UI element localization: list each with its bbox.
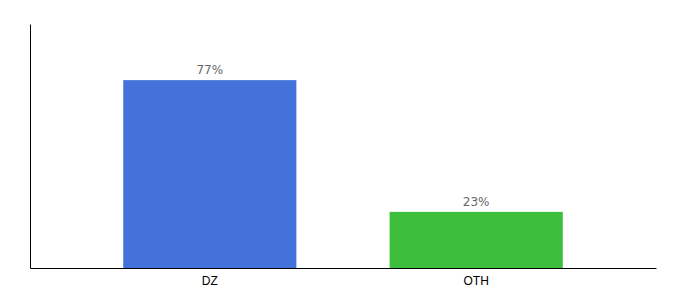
bar <box>123 80 296 268</box>
y-axis-line <box>30 25 31 269</box>
chart-svg: 77% 23% DZ OTH <box>0 0 680 300</box>
x-tick: OTH <box>464 274 489 288</box>
x-axis: DZ OTH <box>31 269 657 288</box>
chart-container: 77% 23% DZ OTH <box>0 0 680 300</box>
x-tick-label: OTH <box>464 274 489 288</box>
data-labels: 77% 23% <box>196 63 489 209</box>
x-axis-line <box>31 268 657 269</box>
bar <box>390 212 563 268</box>
data-label: 23% <box>463 195 490 209</box>
plot-area: 77% 23% DZ OTH <box>31 25 657 288</box>
x-tick: DZ <box>202 274 218 288</box>
data-label: 77% <box>196 63 223 77</box>
y-axis <box>30 25 31 269</box>
x-tick-label: DZ <box>202 274 218 288</box>
bars <box>123 80 563 268</box>
